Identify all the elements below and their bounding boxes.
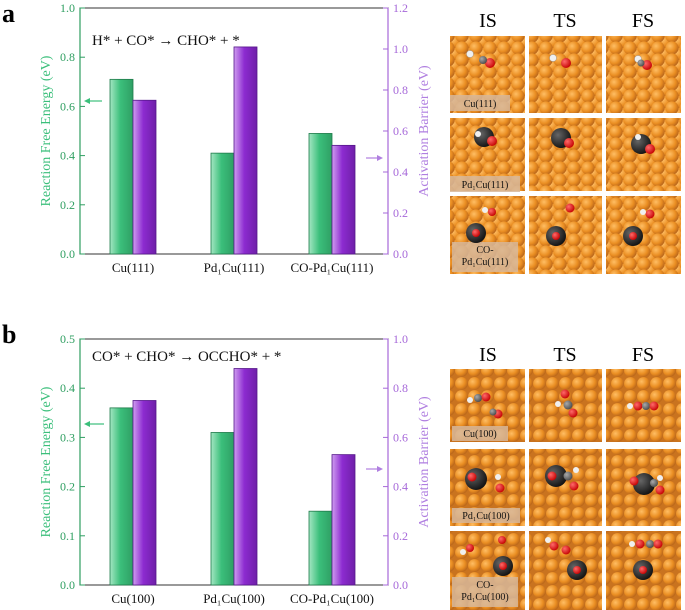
right-tick-label: 1.0 — [393, 42, 408, 56]
right-axis-label: Activation Barrier (eV) — [417, 396, 432, 528]
header-is: IS — [479, 344, 497, 366]
header-fs: FS — [632, 344, 654, 366]
right-tick-label: 0.6 — [393, 430, 408, 444]
bar-reaction-energy — [109, 78, 134, 255]
reaction-equation: H* + CO* → CHO* + * — [92, 33, 240, 49]
label-bg — [452, 426, 508, 441]
chart-a: 0.0 0.2 0.4 0.6 0.8 1.0 0.0 0.2 0.4 0.6 0.8 1.0 1.2… — [39, 1, 432, 275]
bar-activation-barrier — [233, 46, 258, 255]
right-tick-label: 0.4 — [393, 165, 408, 179]
left-tick-label: 0.6 — [60, 99, 75, 113]
bars — [109, 46, 356, 255]
category-label: CO-Pd₁Cu(111) — [290, 260, 373, 275]
structure-ts-row2 — [529, 118, 602, 191]
header-is: IS — [479, 10, 497, 32]
left-tick-label: 0.0 — [60, 247, 75, 261]
bar-reaction-energy — [109, 407, 134, 586]
left-tick-label: 0.4 — [60, 149, 75, 163]
left-axis-label: Reaction Free Energy (eV) — [39, 386, 54, 537]
structure-grid-a: IS TS FS Cu(111) Pd₁Cu(111) — [450, 10, 681, 274]
right-tick-label: 0.6 — [393, 124, 408, 138]
left-tick-label: 0.1 — [60, 529, 75, 543]
panel-letter: b — [2, 320, 16, 349]
structure-fs-row1 — [606, 36, 681, 113]
structure-fs-row2 — [606, 118, 681, 191]
structure-ts-row3 — [529, 531, 602, 610]
bar-activation-barrier — [331, 144, 356, 255]
panel-letter: a — [2, 0, 15, 28]
left-tick-label: 0.2 — [60, 480, 75, 494]
left-tick-label: 0.4 — [60, 381, 75, 395]
left-ticks: 0.0 0.2 0.4 0.6 0.8 1.0 — [60, 1, 85, 261]
category-labels: Cu(111) Pd₁Cu(111) CO-Pd₁Cu(111) — [112, 260, 374, 275]
panel-b: b 0.0 0.1 0.2 0.3 0.4 0.5 0.0 0.2 0.4 0.6 0.8 1.0 … — [2, 320, 681, 610]
category-label: Pd₁Cu(111) — [204, 260, 265, 275]
bar-reaction-energy — [210, 152, 235, 255]
label-bg — [452, 242, 518, 272]
structure-fs-row3 — [606, 196, 681, 274]
bar-activation-barrier — [233, 368, 258, 586]
category-label: CO-Pd₁Cu(100) — [290, 591, 374, 606]
category-labels: Cu(100) Pd₁Cu(100) CO-Pd₁Cu(100) — [111, 591, 374, 606]
left-ticks: 0.0 0.1 0.2 0.3 0.4 0.5 — [60, 332, 85, 592]
right-ticks: 0.0 0.2 0.4 0.6 0.8 1.0 1.2 — [383, 1, 408, 261]
right-tick-label: 0.0 — [393, 247, 408, 261]
row-label-pd1cu111: Pd₁Cu(111) — [462, 180, 509, 191]
left-tick-label: 1.0 — [60, 1, 75, 15]
panel-a: a 0.0 0.2 0.4 0.6 0.8 1.0 0.0 0.2 0.4 0.6 0.8 1.0 1… — [2, 0, 681, 275]
left-tick-label: 0.8 — [60, 50, 75, 64]
reaction-equation: CO* + CHO* → OCCHO* + * — [92, 349, 281, 365]
bar-activation-barrier — [132, 400, 157, 586]
structure-grid-b: IS TS FS Cu(100) — [450, 344, 681, 610]
label-bg — [450, 95, 510, 111]
header-ts: TS — [553, 10, 576, 32]
right-tick-label: 0.8 — [393, 381, 408, 395]
row-label-cu111: Cu(111) — [464, 99, 497, 110]
left-tick-label: 0.5 — [60, 332, 75, 346]
header-fs: FS — [632, 10, 654, 32]
right-axis-label: Activation Barrier (eV) — [417, 65, 432, 197]
right-tick-label: 0.8 — [393, 83, 408, 97]
chart-b: 0.0 0.1 0.2 0.3 0.4 0.5 0.0 0.2 0.4 0.6 0.8 1.0 Cu… — [39, 332, 432, 606]
structure-ts-row1 — [529, 36, 602, 113]
row-label-copd1cu111: CO-Pd₁Cu(111) — [462, 245, 509, 268]
header-ts: TS — [553, 344, 576, 366]
row-label-pd1cu100: Pd₁Cu(100) — [462, 511, 509, 522]
label-bg — [452, 508, 520, 523]
bars — [109, 368, 356, 586]
left-axis-arrow — [84, 98, 102, 104]
label-bg — [450, 176, 520, 192]
left-tick-label: 0.3 — [60, 430, 75, 444]
structure-ts-row2 — [529, 449, 602, 526]
bar-reaction-energy — [308, 510, 333, 586]
bar-reaction-energy — [210, 432, 235, 586]
right-axis-arrow — [366, 155, 383, 161]
right-tick-label: 1.2 — [393, 1, 408, 15]
category-label: Cu(100) — [111, 591, 154, 606]
left-tick-label: 0.2 — [60, 198, 75, 212]
bar-reaction-energy — [308, 133, 333, 255]
right-tick-label: 0.2 — [393, 529, 408, 543]
right-ticks: 0.0 0.2 0.4 0.6 0.8 1.0 — [383, 332, 408, 592]
bar-activation-barrier — [331, 454, 356, 586]
right-tick-label: 0.4 — [393, 480, 408, 494]
right-tick-label: 0.2 — [393, 206, 408, 220]
row-label-cu100: Cu(100) — [463, 429, 496, 440]
label-bg — [452, 577, 518, 607]
right-tick-label: 0.0 — [393, 578, 408, 592]
left-axis-arrow — [84, 421, 104, 427]
category-label: Cu(111) — [112, 260, 154, 275]
category-label: Pd₁Cu(100) — [203, 591, 265, 606]
left-axis-label: Reaction Free Energy (eV) — [39, 55, 54, 206]
bar-activation-barrier — [132, 99, 157, 255]
right-tick-label: 1.0 — [393, 332, 408, 346]
row-label-copd1cu100: CO-Pd₁Cu(100) — [461, 580, 508, 603]
right-axis-arrow — [366, 466, 383, 472]
left-tick-label: 0.0 — [60, 578, 75, 592]
